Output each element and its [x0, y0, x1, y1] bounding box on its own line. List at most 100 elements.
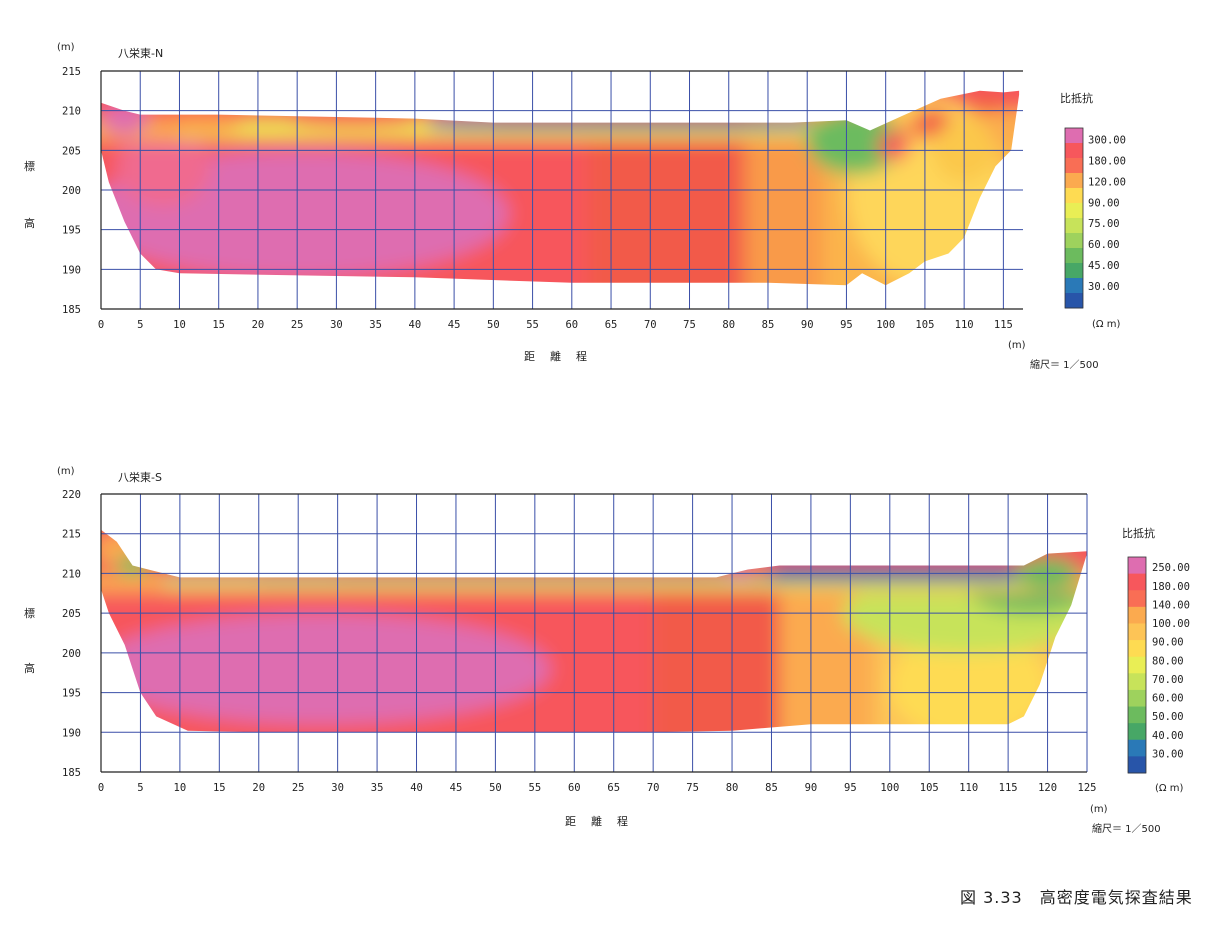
x-tick-label-80: 80: [722, 319, 735, 331]
section-s-scale: 縮尺＝ 1／500: [1092, 822, 1161, 835]
x-tick-label-70: 70: [647, 782, 660, 794]
legend-swatch-0: [1128, 557, 1146, 575]
x-tick-label-30: 30: [330, 319, 343, 331]
x-tick-label-90: 90: [801, 319, 814, 331]
x-tick-label-125: 125: [1078, 782, 1097, 794]
x-tick-label-55: 55: [526, 319, 539, 331]
x-tick-label-100: 100: [880, 782, 899, 794]
section-s-legend-swatches: [1127, 556, 1147, 774]
legend-label-6: 45.00: [1088, 260, 1120, 272]
legend-swatch-2: [1128, 590, 1146, 608]
legend-swatch-8: [1065, 248, 1083, 264]
field-surface-darkblue-east: [771, 565, 1017, 577]
y-tick-label-185: 185: [62, 767, 81, 779]
section-n-y-unit: (m): [57, 42, 75, 53]
legend-swatch-1: [1065, 143, 1083, 159]
legend-label-7: 30.00: [1088, 281, 1120, 293]
x-tick-label-5: 5: [137, 319, 143, 331]
section-s-ylabel-2: 高: [24, 661, 35, 675]
legend-swatch-5: [1128, 640, 1146, 658]
y-tick-label-205: 205: [62, 145, 81, 157]
figure-caption: 図 3.33 高密度電気探査結果: [960, 888, 1193, 907]
legend-label-4: 90.00: [1152, 637, 1184, 649]
x-tick-label-110: 110: [959, 782, 978, 794]
legend-swatch-10: [1065, 278, 1083, 294]
field-surface-darkblue: [493, 120, 768, 126]
legend-swatch-9: [1065, 263, 1083, 279]
legend-label-9: 40.00: [1152, 730, 1184, 742]
section-n-grid: [100, 70, 1023, 310]
field-east-red-spot: [877, 132, 910, 161]
y-tick-label-220: 220: [62, 489, 81, 501]
section-s-x-unit: (m): [1090, 804, 1108, 815]
section-n-x-tick-labels: 0 5 10 15 20 25 30 35 40 45 50 55 60 65 70 75 80 85 90 95 10…: [98, 319, 1013, 331]
x-tick-label-25: 25: [292, 782, 305, 794]
section-s-grid: [100, 493, 1088, 773]
legend-swatch-12: [1128, 756, 1146, 774]
section-n-legend-title: 比抵抗: [1060, 91, 1093, 105]
x-tick-label-45: 45: [450, 782, 463, 794]
x-tick-label-65: 65: [607, 782, 620, 794]
legend-label-3: 90.00: [1088, 197, 1120, 209]
section-s-legend-labels: 250.00 180.00 140.00 100.00 90.00 80.00 70.00 6…: [1152, 562, 1190, 760]
section-s-chart: 0 5 10 15 20 25 30 35 40 45 50 55 60 65 70 75 80 85 90 95 10…: [24, 466, 1190, 835]
section-n-legend-unit: (Ω m): [1092, 319, 1120, 330]
x-tick-label-20: 20: [252, 319, 265, 331]
y-tick-label-210: 210: [62, 106, 81, 118]
x-tick-label-115: 115: [994, 319, 1013, 331]
x-tick-label-45: 45: [448, 319, 461, 331]
x-tick-label-10: 10: [174, 782, 187, 794]
legend-swatch-2: [1065, 158, 1083, 174]
x-tick-label-20: 20: [252, 782, 265, 794]
x-tick-label-115: 115: [999, 782, 1018, 794]
y-tick-label-215: 215: [62, 529, 81, 541]
y-tick-label-205: 205: [62, 608, 81, 620]
y-tick-label-185: 185: [62, 304, 81, 316]
x-tick-label-10: 10: [173, 319, 186, 331]
section-n-legend-swatches: [1064, 127, 1084, 309]
x-tick-label-5: 5: [137, 782, 143, 794]
legend-label-1: 180.00: [1152, 581, 1190, 593]
legend-frame: [1064, 127, 1084, 309]
y-tick-label-200: 200: [62, 648, 81, 660]
section-s-legend: 比抵抗 250.00 180.00 140.00 100.00 90.00 80.00 70…: [1122, 526, 1190, 794]
legend-swatch-7: [1128, 673, 1146, 691]
legend-label-2: 120.00: [1088, 176, 1126, 188]
x-tick-label-120: 120: [1038, 782, 1057, 794]
x-tick-label-75: 75: [686, 782, 699, 794]
x-tick-label-15: 15: [213, 782, 226, 794]
legend-label-3: 100.00: [1152, 618, 1190, 630]
legend-swatch-3: [1065, 173, 1083, 189]
legend-label-7: 60.00: [1152, 693, 1184, 705]
x-tick-label-85: 85: [762, 319, 775, 331]
y-tick-label-215: 215: [62, 66, 81, 78]
legend-swatch-6: [1065, 218, 1083, 234]
field-high-resistivity-core: [101, 613, 551, 725]
x-tick-label-35: 35: [369, 319, 382, 331]
section-n-ylabel-2: 高: [24, 216, 35, 230]
x-tick-label-70: 70: [644, 319, 657, 331]
x-tick-label-35: 35: [371, 782, 384, 794]
legend-swatch-9: [1128, 706, 1146, 724]
section-n-legend: 比抵抗 300.00 180.00 120.00 90.00 75.00 60.00 45.…: [1060, 91, 1126, 330]
x-tick-label-105: 105: [915, 319, 934, 331]
y-tick-label-190: 190: [62, 727, 81, 739]
legend-swatch-6: [1128, 656, 1146, 674]
x-tick-label-65: 65: [605, 319, 618, 331]
x-tick-label-50: 50: [487, 319, 500, 331]
y-tick-label-210: 210: [62, 568, 81, 580]
legend-swatch-3: [1128, 606, 1146, 624]
x-tick-label-100: 100: [876, 319, 895, 331]
legend-swatch-10: [1128, 723, 1146, 741]
section-n-x-unit: (m): [1008, 340, 1026, 351]
field-west-surface-green: [116, 555, 149, 576]
legend-swatch-1: [1128, 573, 1146, 591]
x-tick-label-105: 105: [920, 782, 939, 794]
x-tick-label-95: 95: [844, 782, 857, 794]
y-tick-label-190: 190: [62, 264, 81, 276]
legend-label-5: 80.00: [1152, 655, 1184, 667]
x-tick-label-95: 95: [840, 319, 853, 331]
x-tick-label-40: 40: [410, 782, 423, 794]
legend-label-6: 70.00: [1152, 674, 1184, 686]
